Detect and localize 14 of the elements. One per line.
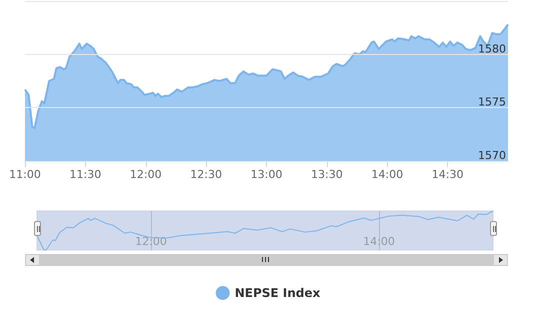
y-tick-label: 1575 <box>478 96 506 109</box>
x-tick-label: 14:00 <box>371 168 404 181</box>
legend-label: NEPSE Index <box>234 286 321 300</box>
y-tick-label: 1570 <box>478 149 506 162</box>
x-tick-label: 12:30 <box>190 168 222 181</box>
y-tick-label: 1580 <box>478 42 506 56</box>
x-tick-label: 11:00 <box>9 168 41 181</box>
x-tick-label: 11:30 <box>70 168 102 181</box>
x-tick-label: 14:00 <box>363 235 395 248</box>
x-tick-label: 14:30 <box>432 168 464 181</box>
x-tick-label: 12:00 <box>130 168 162 181</box>
x-tick-label: 12:00 <box>135 235 167 248</box>
x-tick-label: 13:00 <box>250 168 282 181</box>
x-tick-label: 13:30 <box>311 168 343 181</box>
